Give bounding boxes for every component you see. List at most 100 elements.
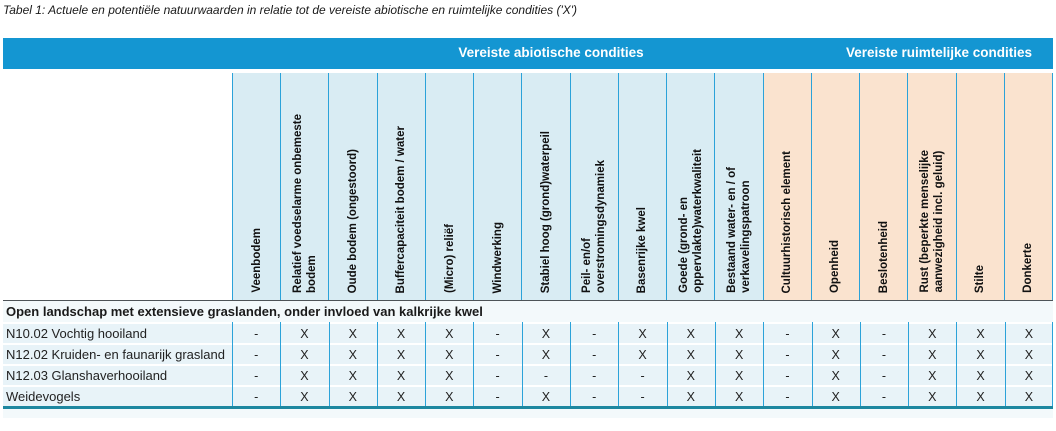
section-header-row: Open landschap met extensieve graslanden… — [3, 300, 1053, 322]
cell-value: - — [592, 327, 597, 341]
cell-value: - — [592, 348, 597, 362]
cell-value: X — [300, 348, 309, 362]
column-header: (Micro) reliëf — [424, 73, 474, 300]
column-header: Beslotenheid — [859, 73, 908, 300]
cell-value: X — [1024, 327, 1034, 341]
cell-value: - — [881, 390, 887, 404]
column-header-label: Relatief voedselarme onbemeste bodem — [291, 114, 318, 293]
column-header-label: Stilte — [974, 264, 987, 293]
cell-value: X — [734, 390, 744, 404]
column-header-label: Bestaand water- en / of verkavelingspatr… — [725, 167, 752, 293]
header-band: Vereiste abiotische condities Vereiste r… — [3, 38, 1053, 69]
cell-value: X — [638, 348, 647, 362]
grid-line — [763, 322, 764, 406]
column-header-label: Rust (beperkte menselijke aanwezigheid i… — [918, 150, 945, 293]
cell-value: - — [785, 390, 790, 404]
cell-value: X — [1024, 369, 1034, 383]
cell-value: - — [495, 348, 500, 362]
column-header: Buffercapaciteit bodem / water — [376, 73, 425, 300]
cell-value: - — [254, 348, 259, 362]
cell-value: X — [396, 348, 406, 362]
cell-value: X — [928, 390, 937, 404]
row-label: N10.02 Vochtig hooiland — [6, 326, 147, 341]
cell-value: X — [300, 390, 309, 404]
table-row: Weidevogels - X X X X - X - - X X - X - X X X — [3, 385, 1053, 406]
abiotic-conditions-header: Vereiste abiotische condities — [458, 45, 644, 60]
grid-line — [232, 322, 233, 406]
grid-line — [280, 322, 281, 406]
cell-value: - — [495, 369, 500, 383]
cell-value: X — [976, 369, 985, 383]
column-header: Peil- en/of overstromingsdynamiek — [569, 73, 618, 300]
column-header: Cultuurhistorisch element — [762, 73, 811, 300]
grid-line — [667, 322, 668, 406]
grid-line — [812, 322, 813, 406]
cell-value: X — [445, 390, 454, 404]
cell-value: X — [928, 348, 937, 362]
column-header-label: Windwerking — [491, 221, 504, 293]
cell-value: X — [976, 390, 985, 404]
cell-value: - — [785, 327, 790, 341]
grid-line — [473, 322, 474, 406]
cell-value: X — [445, 327, 454, 341]
cell-value: X — [541, 327, 551, 341]
column-header-label: Buffercapaciteit bodem / water — [395, 125, 408, 293]
table: Vereiste abiotische condities Vereiste r… — [3, 38, 1053, 418]
grid-line — [1005, 322, 1006, 406]
cell-value: - — [254, 390, 259, 404]
column-header: Oude bodem (ongestoord) — [328, 73, 377, 300]
column-header-label: Peil- en/of overstromingsdynamiek — [581, 160, 608, 293]
cell-value: X — [686, 348, 695, 362]
cell-value: X — [734, 348, 744, 362]
cell-value: - — [495, 327, 500, 341]
cell-value: - — [495, 390, 500, 404]
row-label: N12.02 Kruiden- en faunarijk grasland — [6, 347, 225, 362]
grid-line — [618, 322, 619, 406]
table-row: N10.02 Vochtig hooiland - X X X X - X - X X X - X - X X X — [3, 322, 1053, 343]
cell-value: - — [640, 390, 645, 404]
cell-value: X — [445, 369, 454, 383]
cell-value: X — [686, 369, 695, 383]
data-rows: N10.02 Vochtig hooiland - X X X X - X - X X X - X - X X X… — [3, 322, 1053, 406]
cell-value: - — [881, 348, 887, 362]
band-gap — [3, 69, 1053, 73]
cell-value: X — [831, 390, 840, 404]
column-header: Windwerking — [473, 73, 522, 300]
cell-value: - — [785, 369, 790, 383]
column-header-label: Openheid — [829, 239, 842, 293]
column-header: Openheid — [810, 73, 860, 300]
cell-value: X — [928, 327, 937, 341]
cell-value: X — [445, 348, 454, 362]
cell-value: X — [348, 390, 357, 404]
cell-value: X — [734, 327, 744, 341]
column-header-label: Donkerte — [1022, 243, 1035, 293]
grid-line — [377, 322, 378, 406]
cell-value: - — [254, 327, 259, 341]
cell-value: X — [300, 369, 309, 383]
cell-value: - — [254, 369, 259, 383]
cell-value: X — [734, 369, 744, 383]
below-table-strip — [3, 409, 1053, 418]
cell-value: X — [396, 390, 406, 404]
cell-value: - — [881, 327, 887, 341]
row-label-header-cell — [3, 73, 232, 300]
grid-line — [956, 322, 957, 406]
cell-value: X — [928, 369, 937, 383]
column-header: Stilte — [955, 73, 1004, 300]
cell-value: X — [541, 348, 551, 362]
cell-value: X — [831, 348, 840, 362]
cell-value: X — [348, 348, 357, 362]
table-row: N12.02 Kruiden- en faunarijk grasland - X X… — [3, 343, 1053, 364]
grid-line — [570, 322, 571, 406]
cell-value: X — [638, 327, 647, 341]
cell-value: - — [640, 369, 645, 383]
cell-value: - — [592, 390, 597, 404]
column-header: Rust (beperkte menselijke aanwezigheid i… — [907, 73, 956, 300]
grid-line — [860, 322, 861, 406]
cell-value: - — [785, 348, 790, 362]
cell-value: - — [881, 369, 887, 383]
column-header-label: Cultuurhistorisch element — [781, 150, 794, 294]
cell-value: X — [831, 369, 840, 383]
cell-value: X — [1024, 348, 1034, 362]
